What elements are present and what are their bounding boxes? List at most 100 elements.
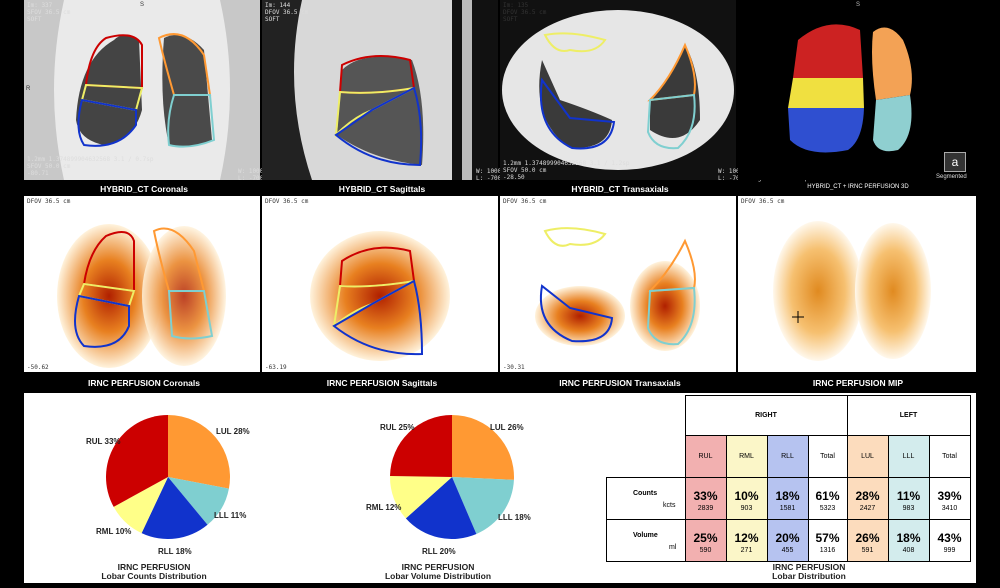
counts-abs-rml: 903 (740, 505, 753, 512)
col-header-rul: RUL (684, 435, 727, 478)
volume-row-unit: ml (669, 544, 677, 551)
ct-3d-image (788, 24, 912, 153)
table-title-line2: Lobar Distribution (772, 571, 846, 581)
volume-chart-title-line2: Lobar Volume Distribution (384, 571, 492, 581)
pie-slice-lll (452, 477, 514, 534)
ct-transaxial-overlay-bottom: 1.2mm 1.374899904632568 3.1 / 1.2sp SFOV… (503, 160, 630, 180)
perf-sagittal-image (310, 231, 450, 361)
pie-slice-rul (106, 415, 168, 507)
counts-pct-lll: 11% (896, 489, 921, 503)
perf-mip-image (773, 221, 931, 361)
volume-pct-lul: 26% (855, 531, 880, 545)
crosshair-icon (792, 311, 804, 323)
counts-label-rml: RML 10% (96, 527, 132, 536)
perf-mip-viewport[interactable]: DFOV 36.5 cm (738, 196, 976, 372)
volume-pie-chart (390, 415, 514, 539)
volume-label-rml: RML 12% (366, 503, 402, 512)
orient-s: S (140, 2, 145, 8)
perfusion-row: DFOV 36.5 cm -50.62 IRNC PERFUSION Coron… (0, 196, 1000, 390)
volume-pct-left-total: 43% (937, 531, 962, 545)
counts-pct-rll: 18% (775, 489, 800, 503)
ct-transaxial-image (500, 0, 736, 180)
volume-label-lll: LLL 18% (498, 513, 531, 522)
counts-row: Counts kcts 33% 2839 10% 903 18% 1581 61% 53… (606, 477, 971, 520)
volume-abs-rml: 271 (740, 547, 753, 554)
ct-coronal-viewport[interactable]: Im: 337 SFOV 36.5 cm SOFT 1.2mm 1.374899… (24, 0, 260, 180)
volume-chart-title-line1: IRNC PERFUSION (401, 562, 475, 572)
ct-transaxial-overlay-top: Im: 135 DFOV 36.5 cm SOFT (503, 2, 547, 23)
counts-pct-rml: 10% (734, 489, 759, 503)
lobar-summary-panel: RUL 33% LUL 28% LLL 11% RML 10% RLL 18% … (24, 393, 976, 583)
segmented-toggle-button[interactable]: a (944, 152, 966, 172)
volume-abs-rul: 590 (699, 547, 712, 554)
pie-slice-lll (168, 477, 229, 525)
perf-mip-caption: IRNC PERFUSION MIP (812, 378, 904, 388)
col-header-left-total: Total (928, 435, 971, 478)
pie-slice-rml (113, 477, 168, 534)
orient-r: R (26, 86, 31, 92)
ct-transaxial-caption: HYBRID_CT Transaxials (571, 184, 669, 194)
volume-pct-rml: 12% (734, 531, 759, 545)
counts-label-lul: LUL 28% (216, 427, 250, 436)
perf-transaxial-image (535, 227, 700, 351)
col-header-lll: LLL (887, 435, 930, 478)
volume-pct-right-total: 57% (815, 531, 840, 545)
perf-sagittal-overlay-top: DFOV 36.5 cm (265, 198, 309, 205)
ct-coronal-overlay-top: Im: 337 SFOV 36.5 cm SOFT (27, 2, 71, 23)
counts-label-lll: LLL 11% (214, 511, 247, 520)
ct-sagittal-image (262, 0, 498, 180)
counts-pct-left-total: 39% (937, 489, 962, 503)
perf-coronal-overlay-bottom: -50.62 (27, 364, 49, 371)
volume-abs-lll: 408 (902, 547, 915, 554)
right-header: RIGHT (684, 395, 848, 436)
counts-row-unit: kcts (663, 502, 676, 509)
ct-sagittal-overlay-top: Im: 144 DFOV 36.5 cm SOFT (265, 2, 309, 23)
ct-3d-viewport[interactable]: S a Segmented (738, 0, 976, 180)
segmented-label: Segmented (936, 174, 967, 180)
col-header-lul: LUL (846, 435, 889, 478)
perf-coronal-caption: IRNC PERFUSION Coronals (88, 378, 200, 388)
volume-row-label: Volume (633, 532, 658, 539)
volume-abs-rll: 455 (781, 547, 794, 554)
counts-abs-left-total: 3410 (941, 505, 958, 512)
perf-transaxial-caption: IRNC PERFUSION Transaxials (559, 378, 681, 388)
ct-coronal-overlay-bottom: 1.2mm 1.374899904632568 3.1 / 0.7sp SFOV… (27, 156, 154, 177)
counts-pct-rul: 33% (693, 489, 718, 503)
volume-pct-rll: 20% (775, 531, 800, 545)
perf-transaxial-viewport[interactable]: DFOV 36.5 cm -30.31 (500, 196, 736, 372)
volume-pct-rul: 25% (693, 531, 718, 545)
counts-abs-rll: 1581 (779, 505, 796, 512)
ct-sagittal-caption: HYBRID_CT Sagittals (338, 184, 426, 194)
counts-abs-lul: 2427 (859, 505, 876, 512)
perf-coronal-image (57, 224, 226, 368)
table-title-line1: IRNC PERFUSION (772, 562, 846, 572)
counts-chart-title-line1: IRNC PERFUSION (117, 562, 191, 572)
ct-sagittal-viewport[interactable]: Im: 144 DFOV 36.5 cm SOFT (262, 0, 498, 180)
perf-transaxial-overlay-bottom: -30.31 (503, 364, 525, 371)
ct-coronal-caption: HYBRID_CT Coronals (100, 184, 188, 194)
volume-abs-left-total: 999 (943, 547, 956, 554)
perf-sagittal-viewport[interactable]: DFOV 36.5 cm -63.19 (262, 196, 498, 372)
left-header: LEFT (846, 395, 971, 436)
ct-coronal-image (24, 0, 260, 180)
perf-coronal-overlay-top: DFOV 36.5 cm (27, 198, 71, 205)
ct-row: Im: 337 SFOV 36.5 cm SOFT 1.2mm 1.374899… (0, 0, 1000, 196)
volume-label-rll: RLL 20% (422, 547, 456, 556)
counts-abs-right-total: 5323 (819, 505, 836, 512)
counts-label-rul: RUL 33% (86, 437, 121, 446)
perf-mip-overlay-top: DFOV 36.5 cm (741, 198, 785, 205)
counts-pct-lul: 28% (855, 489, 880, 503)
ct-3d-caption: HYBRID_CT + IRNC PERFUSION 3D (807, 184, 909, 190)
volume-pct-lll: 18% (896, 531, 921, 545)
pie-slice-lul (168, 415, 230, 489)
perf-coronal-viewport[interactable]: DFOV 36.5 cm -50.62 (24, 196, 260, 372)
perf-sagittal-overlay-bottom: -63.19 (265, 364, 287, 371)
counts-pie-chart (106, 415, 230, 539)
ct-transaxial-viewport[interactable]: Im: 135 DFOV 36.5 cm SOFT 1.2mm 1.374899… (500, 0, 736, 180)
perf-sagittal-caption: IRNC PERFUSION Sagittals (326, 378, 438, 388)
counts-abs-lll: 983 (902, 505, 915, 512)
counts-chart-title: IRNC PERFUSION Lobar Counts Distribution (84, 563, 224, 581)
orient-s-3d: S (856, 2, 861, 8)
col-header-right-total: Total (807, 435, 848, 478)
volume-label-rul: RUL 25% (380, 423, 415, 432)
